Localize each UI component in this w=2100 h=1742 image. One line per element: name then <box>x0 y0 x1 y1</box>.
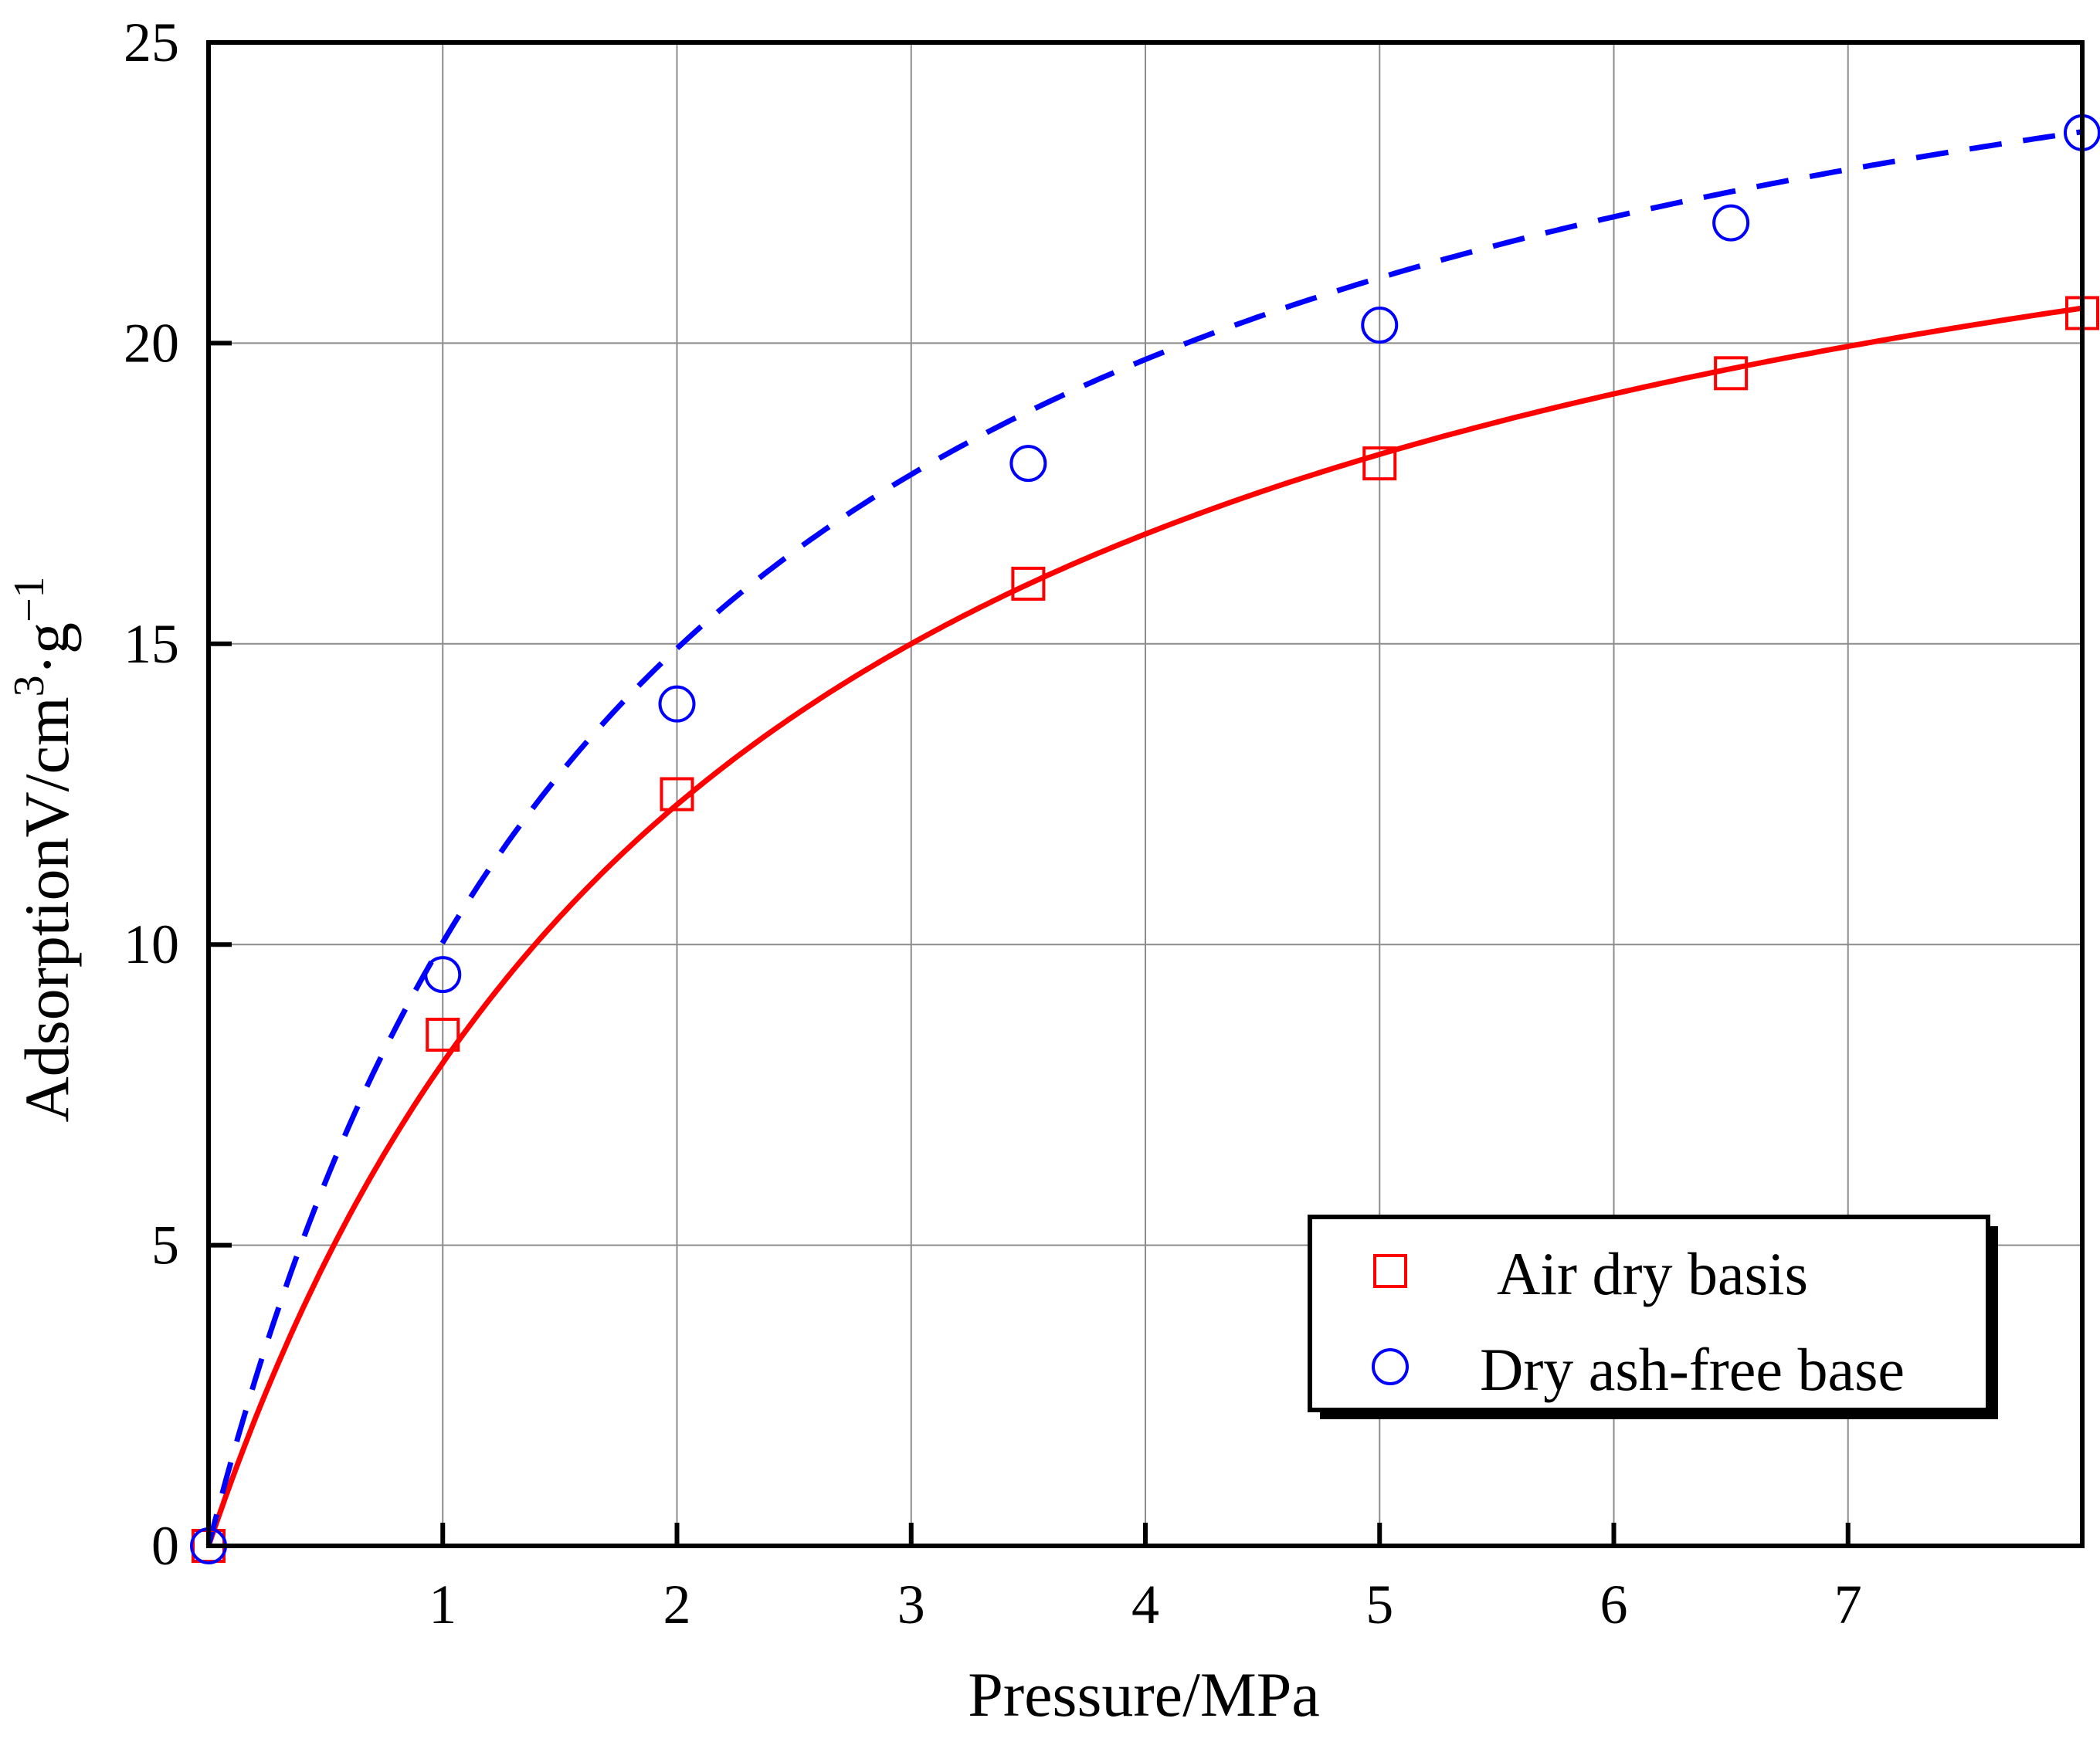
x-tick-label: 6 <box>1600 1574 1628 1635</box>
air-dry-point <box>1362 446 1397 481</box>
legend: Air dry basis Dry ash-free base <box>1308 1215 1998 1419</box>
y-axis-title-sup2: −1 <box>5 576 53 622</box>
air-dry-point <box>1011 566 1046 601</box>
legend-label-dry-ash-free: Dry ash-free base <box>1480 1336 1905 1403</box>
y-tick-labels: 0 5 10 15 20 25 <box>124 12 179 1577</box>
y-tick-label: 15 <box>124 613 179 675</box>
y-tick-label: 20 <box>124 312 179 374</box>
x-tick-label: 5 <box>1366 1574 1393 1635</box>
dry-ash-free-point <box>424 956 462 994</box>
x-axis-title: Pressure/MPa <box>968 1659 1320 1730</box>
y-axis-title-main: AdsorptionV/cm <box>12 696 82 1122</box>
y-axis-title-sup1: 3 <box>5 675 53 696</box>
dry-ash-free-fit-line <box>205 129 2083 1547</box>
axis-ticks <box>209 341 1851 1546</box>
dry-ash-free-point <box>658 685 696 723</box>
x-tick-label: 4 <box>1131 1574 1159 1635</box>
air-dry-point <box>1714 356 1749 391</box>
x-tick-labels: 1 2 3 4 5 6 7 <box>429 1574 1862 1635</box>
x-tick-label: 7 <box>1834 1574 1862 1635</box>
legend-label-air-dry: Air dry basis <box>1497 1240 1808 1307</box>
grid <box>209 42 2082 1546</box>
y-axis-title-mid: ·g <box>12 622 82 675</box>
air-dry-point <box>660 777 694 812</box>
legend-circle-marker <box>1372 1348 1409 1385</box>
legend-square-marker <box>1373 1254 1407 1288</box>
air-dry-fit-line <box>205 305 2083 1547</box>
y-tick-label: 5 <box>151 1215 179 1276</box>
x-tick-label: 1 <box>429 1574 456 1635</box>
dry-ash-free-point <box>1361 307 1399 344</box>
y-tick-label: 25 <box>124 12 179 73</box>
x-tick-label: 3 <box>897 1574 925 1635</box>
y-tick-label: 0 <box>151 1515 179 1577</box>
legend-box <box>1308 1215 1990 1412</box>
x-tick-label: 2 <box>663 1574 691 1635</box>
y-axis-title: AdsorptionV/cm3·g−1 <box>5 576 82 1122</box>
dry-ash-free-point <box>1712 204 1750 242</box>
y-tick-label: 10 <box>124 913 179 975</box>
fit-curves <box>205 129 2083 1547</box>
air-dry-point <box>426 1018 460 1052</box>
dry-ash-free-point <box>1009 445 1047 483</box>
